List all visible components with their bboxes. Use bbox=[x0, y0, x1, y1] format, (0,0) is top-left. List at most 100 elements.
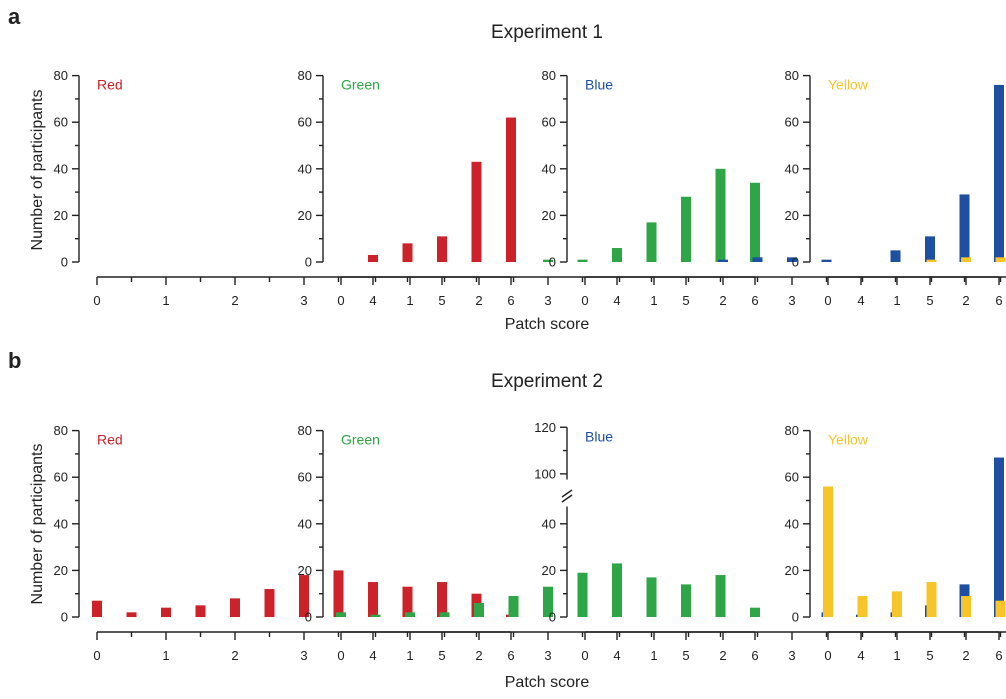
bar bbox=[336, 612, 346, 617]
bar bbox=[333, 570, 344, 617]
panel-letter-b: b bbox=[8, 348, 21, 373]
x-tick-label: 4 bbox=[369, 293, 376, 308]
bar bbox=[195, 605, 206, 617]
y-tick-label: 0 bbox=[549, 255, 556, 270]
y-tick-label: 0 bbox=[305, 255, 312, 270]
y-tick-label: 0 bbox=[792, 255, 799, 270]
x-tick-label: 0 bbox=[93, 293, 100, 308]
y-tick-label: 0 bbox=[61, 255, 68, 270]
y-tick-label: 0 bbox=[549, 610, 556, 625]
subplot-exp2-yellow: 0 20 40 60 80 0 1 2 3 4 5 6 Yellow bbox=[785, 423, 1006, 663]
bar bbox=[402, 243, 413, 262]
bar bbox=[750, 607, 760, 617]
x-tick-label: 3 bbox=[788, 293, 795, 308]
bar bbox=[995, 600, 1006, 617]
bar bbox=[961, 596, 971, 617]
bar bbox=[368, 255, 378, 262]
x-tick-label: 6 bbox=[995, 648, 1002, 663]
y-tick-label: 100 bbox=[534, 466, 556, 481]
y-tick-label: 80 bbox=[54, 423, 68, 438]
x-tick-label: 0 bbox=[581, 648, 588, 663]
series-label-yellow: Yellow bbox=[828, 432, 869, 448]
y-tick-label: 20 bbox=[54, 563, 68, 578]
x-tick-label: 5 bbox=[926, 293, 933, 308]
bar bbox=[959, 194, 970, 262]
x-tick-label: 5 bbox=[438, 293, 445, 308]
bar bbox=[681, 584, 691, 617]
ylabel-experiment-1: Number of participants bbox=[29, 90, 46, 251]
series-label-blue: Blue bbox=[585, 428, 613, 444]
x-tick-label: 0 bbox=[824, 648, 831, 663]
series-label-red: Red bbox=[97, 432, 123, 448]
y-tick-label: 80 bbox=[785, 423, 799, 438]
y-tick-label: 60 bbox=[542, 115, 556, 130]
bar bbox=[577, 259, 588, 262]
x-tick-label: 2 bbox=[719, 293, 726, 308]
bar bbox=[961, 257, 971, 262]
x-tick-label: 2 bbox=[962, 648, 969, 663]
bar bbox=[506, 117, 516, 262]
bar bbox=[299, 575, 309, 617]
y-tick-label: 40 bbox=[54, 161, 68, 176]
bar bbox=[994, 457, 1004, 617]
xlabel-experiment-1: Patch score bbox=[505, 316, 590, 333]
bar bbox=[926, 259, 937, 262]
y-tick-label: 60 bbox=[298, 115, 312, 130]
bar bbox=[405, 612, 415, 617]
x-tick-label: 4 bbox=[613, 648, 620, 663]
bar bbox=[370, 614, 381, 617]
x-tick-label: 3 bbox=[788, 648, 795, 663]
y-tick-label: 40 bbox=[785, 161, 799, 176]
bar bbox=[646, 222, 657, 262]
axis-break-mark bbox=[561, 494, 573, 503]
y-tick-label: 40 bbox=[298, 516, 312, 531]
y-tick-label: 120 bbox=[534, 420, 556, 435]
bar bbox=[821, 259, 832, 262]
ylabel-experiment-2: Number of participants bbox=[29, 444, 46, 605]
x-tick-label: 2 bbox=[962, 293, 969, 308]
y-tick-label: 80 bbox=[54, 68, 68, 83]
y-tick-label: 60 bbox=[54, 470, 68, 485]
x-tick-label: 3 bbox=[544, 293, 551, 308]
x-tick-label: 6 bbox=[995, 293, 1002, 308]
x-tick-label: 0 bbox=[337, 648, 344, 663]
x-tick-label: 2 bbox=[231, 293, 238, 308]
x-tick-label: 4 bbox=[857, 648, 864, 663]
xlabel-experiment-2: Patch score bbox=[505, 674, 590, 691]
bar bbox=[264, 589, 275, 617]
x-tick-label: 1 bbox=[893, 293, 900, 308]
y-tick-label: 60 bbox=[54, 115, 68, 130]
x-tick-label: 6 bbox=[507, 293, 514, 308]
axis-break-mark bbox=[561, 489, 573, 498]
y-tick-label: 20 bbox=[298, 563, 312, 578]
x-tick-label: 2 bbox=[475, 293, 482, 308]
bar bbox=[474, 603, 484, 617]
series-label-red: Red bbox=[97, 77, 123, 93]
x-tick-label: 1 bbox=[162, 648, 169, 663]
bar bbox=[857, 596, 868, 617]
bar bbox=[752, 257, 763, 262]
bar bbox=[925, 236, 935, 262]
y-tick-label: 80 bbox=[298, 423, 312, 438]
bar bbox=[926, 582, 937, 617]
bar bbox=[577, 572, 588, 617]
y-tick-label: 20 bbox=[785, 563, 799, 578]
bar bbox=[543, 586, 553, 617]
x-tick-label: 4 bbox=[857, 293, 864, 308]
x-tick-label: 1 bbox=[650, 293, 657, 308]
bar bbox=[612, 563, 622, 617]
x-tick-label: 1 bbox=[650, 648, 657, 663]
y-tick-label: 0 bbox=[792, 610, 799, 625]
x-tick-label: 1 bbox=[406, 648, 413, 663]
bar bbox=[646, 577, 657, 617]
bar bbox=[368, 582, 378, 617]
x-tick-label: 6 bbox=[507, 648, 514, 663]
x-tick-label: 0 bbox=[824, 293, 831, 308]
x-tick-label: 0 bbox=[93, 648, 100, 663]
y-tick-label: 40 bbox=[785, 516, 799, 531]
